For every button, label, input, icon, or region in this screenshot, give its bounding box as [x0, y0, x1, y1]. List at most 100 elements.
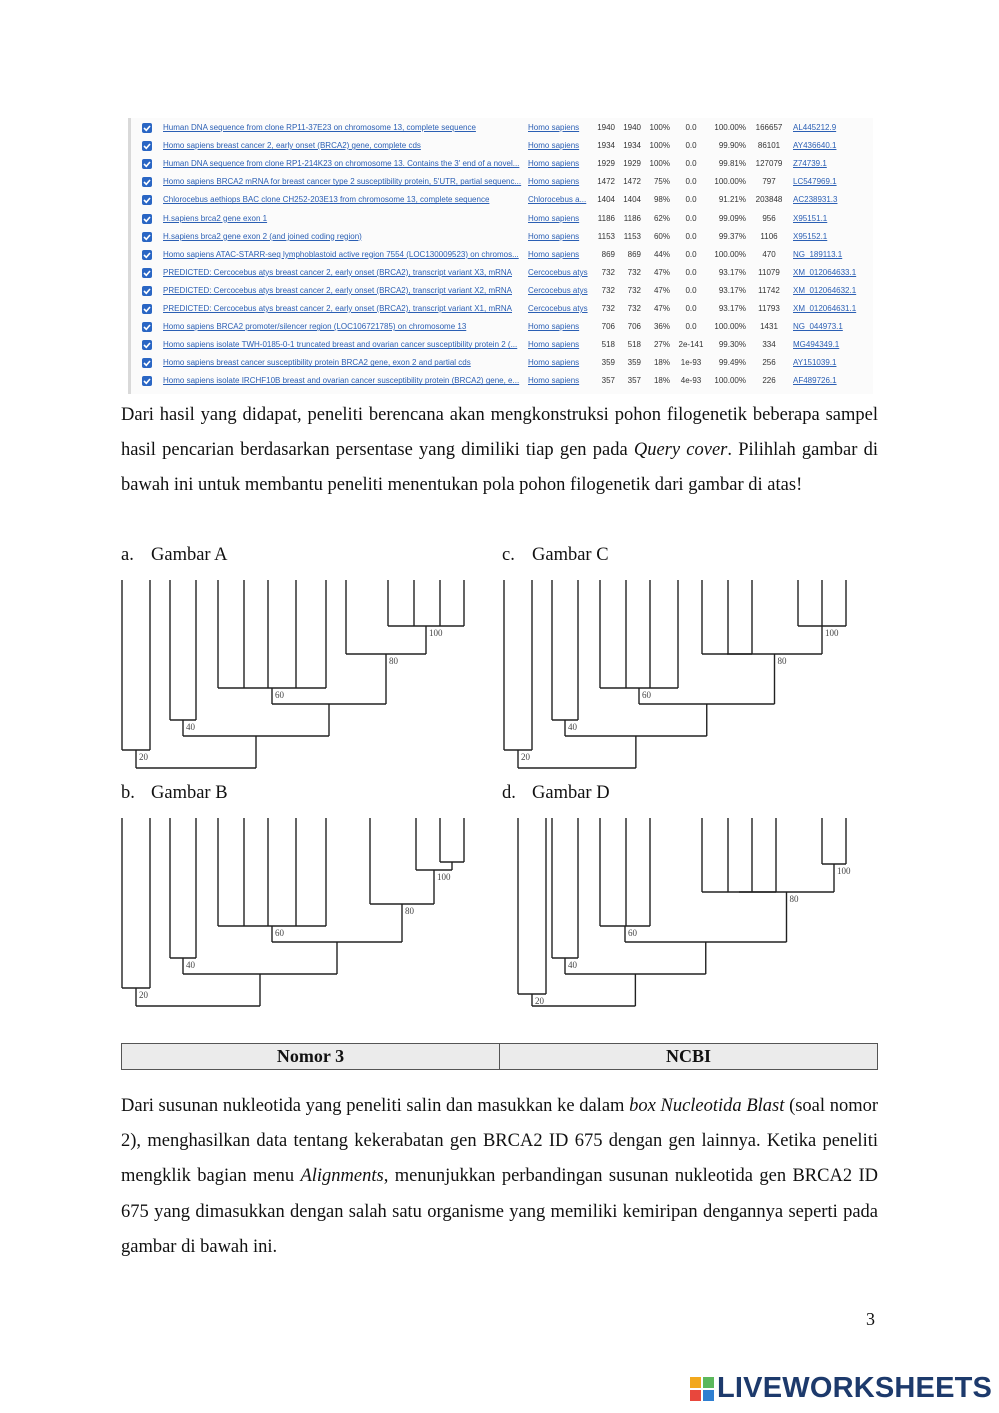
checkbox[interactable] [142, 376, 152, 387]
table-cell: 0.0 [685, 249, 697, 259]
checkbox[interactable] [142, 285, 152, 296]
text: Dari hasil yang didapat, peneliti berenc… [121, 405, 878, 461]
link-cell[interactable]: Homo sapiens ATAC-STARR-seq lymphoblasto… [163, 249, 519, 259]
checkbox[interactable] [142, 249, 152, 260]
link-cell[interactable]: Homo sapiens [528, 213, 580, 223]
paragraph: Dari susunan nukleotida yang peneliti sa… [121, 1089, 878, 1265]
option-letter: d. [502, 783, 516, 803]
node-label: 60 [642, 690, 652, 700]
node-label: 20 [139, 990, 149, 1000]
table-cell: 1472 [623, 177, 641, 187]
link-cell[interactable]: Homo sapiens [528, 159, 580, 169]
link-cell[interactable]: Homo sapiens [528, 177, 580, 187]
table-cell: 99.37% [718, 231, 746, 241]
table-cell: 99.81% [718, 159, 746, 169]
checkbox[interactable] [142, 213, 152, 224]
link-cell[interactable]: LC547969.1 [793, 177, 837, 187]
table-cell: 100% [649, 159, 670, 169]
link-cell[interactable]: Homo sapiens [528, 231, 580, 241]
link-cell[interactable]: XM_012064631.1 [793, 304, 857, 313]
table-cell: 0.0 [685, 195, 697, 205]
checkbox[interactable] [142, 304, 152, 314]
table-cell: 18% [653, 376, 670, 386]
link-cell[interactable]: X95151.1 [793, 213, 828, 223]
phylogenetic-tree[interactable]: 20 40 60 100 80 [120, 580, 470, 772]
checkbox[interactable] [142, 358, 152, 369]
option-label: d. Gambar D [502, 783, 610, 804]
link-cell[interactable]: Homo sapiens breast cancer susceptibilit… [163, 358, 471, 368]
link-cell[interactable]: Homo sapiens [528, 322, 580, 332]
italic-text: box Nucleotida Blast [629, 1096, 785, 1116]
link-cell[interactable]: AC238931.3 [793, 195, 838, 205]
link-cell[interactable]: AL445212.9 [793, 123, 837, 132]
checkbox[interactable] [142, 231, 152, 242]
table-cell: 1404 [623, 195, 641, 205]
table-cell: 359 [627, 358, 641, 368]
table-cell: 0.0 [685, 267, 697, 277]
link-cell[interactable]: H.sapiens brca2 gene exon 1 [163, 213, 268, 223]
link-cell[interactable]: Cercocebus atys [528, 285, 588, 295]
phylogenetic-tree[interactable]: 20 40 60 100 80 [120, 818, 470, 1010]
link-cell[interactable]: Homo sapiens [528, 249, 580, 259]
link-cell[interactable]: Homo sapiens BRCA2 mRNA for breast cance… [163, 177, 522, 187]
checkbox[interactable] [142, 340, 152, 351]
phylogenetic-tree[interactable]: 20 40 60 100 80 [502, 580, 852, 772]
table-cell: 869 [601, 249, 615, 259]
checkbox[interactable] [142, 267, 152, 278]
link-cell[interactable]: X95152.1 [793, 231, 828, 241]
link-cell[interactable]: Homo sapiens [528, 358, 580, 368]
table-cell: 27% [653, 340, 670, 350]
link-cell[interactable]: Homo sapiens [528, 123, 580, 132]
table-cell: 0.0 [685, 177, 697, 187]
table-cell: 100.00% [714, 123, 746, 132]
link-cell[interactable]: Human DNA sequence from clone RP11-37E23… [163, 123, 476, 132]
table-cell: 100% [649, 123, 670, 132]
table-cell: 1431 [760, 322, 778, 332]
link-cell[interactable]: AY436640.1 [793, 141, 837, 151]
table-cell: 86101 [757, 141, 781, 151]
link-cell[interactable]: Homo sapiens [528, 141, 580, 151]
table-cell: 1186 [623, 213, 641, 223]
link-cell[interactable]: NG_189113.1 [793, 249, 843, 259]
table-cell: 732 [601, 267, 615, 277]
link-cell[interactable]: Homo sapiens isolate IRCHF10B breast and… [163, 376, 520, 386]
table-cell: 60% [653, 231, 670, 241]
link-cell[interactable]: NG_044973.1 [793, 322, 843, 332]
link-cell[interactable]: Homo sapiens BRCA2 promoter/silencer reg… [163, 322, 467, 332]
checkbox[interactable] [142, 159, 152, 170]
node-label: 100 [437, 872, 451, 882]
link-cell[interactable]: Cercocebus atys [528, 304, 588, 313]
table-cell: 127079 [755, 159, 783, 169]
link-cell[interactable]: Z74739.1 [793, 159, 827, 169]
logo-text: LIVEWORKSHEETS [717, 1372, 993, 1404]
link-cell[interactable]: PREDICTED: Cercocebus atys breast cancer… [163, 267, 513, 277]
link-cell[interactable]: Homo sapiens breast cancer 2, early onse… [163, 141, 421, 151]
table-cell: 1e-93 [680, 358, 702, 368]
text: (soal nomor 2), menghasilkan data tentan… [121, 1096, 879, 1187]
link-cell[interactable]: Chlorocebus aethiops BAC clone CH252-203… [163, 195, 490, 205]
link-cell[interactable]: AF489726.1 [793, 376, 837, 386]
checkbox[interactable] [142, 322, 152, 333]
node-label: 100 [825, 628, 839, 638]
checkbox[interactable] [142, 141, 152, 152]
link-cell[interactable]: Homo sapiens [528, 340, 580, 350]
link-cell[interactable]: XM_012064633.1 [793, 267, 857, 277]
link-cell[interactable]: AY151039.1 [793, 358, 837, 368]
link-cell[interactable]: H.sapiens brca2 gene exon 2 (and joined … [163, 231, 362, 241]
link-cell[interactable]: MG494349.1 [793, 340, 840, 350]
link-cell[interactable]: Homo sapiens [528, 376, 580, 386]
table-cell: 334 [762, 340, 776, 350]
checkbox[interactable] [142, 195, 152, 206]
link-cell[interactable]: PREDICTED: Cercocebus atys breast cancer… [163, 285, 513, 295]
link-cell[interactable]: Homo sapiens isolate TWH-0185-0-1 trunca… [163, 340, 518, 350]
link-cell[interactable]: XM_012064632.1 [793, 285, 857, 295]
link-cell[interactable]: Human DNA sequence from clone RP1-214K23… [163, 159, 520, 169]
checkbox[interactable] [142, 177, 152, 188]
table-cell: 2e-141 [678, 340, 704, 350]
node-label: 60 [628, 928, 638, 938]
checkbox[interactable] [142, 123, 152, 133]
link-cell[interactable]: PREDICTED: Cercocebus atys breast cancer… [163, 304, 513, 313]
link-cell[interactable]: Cercocebus atys [528, 267, 588, 277]
link-cell[interactable]: Chlorocebus a... [528, 195, 587, 205]
phylogenetic-tree[interactable]: 20 40 60 100 80 [502, 818, 852, 1010]
